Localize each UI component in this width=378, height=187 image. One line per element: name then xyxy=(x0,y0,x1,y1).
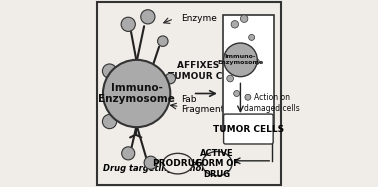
Circle shape xyxy=(231,21,239,28)
Circle shape xyxy=(227,75,234,82)
Bar xyxy=(223,15,274,131)
Circle shape xyxy=(165,73,175,84)
Circle shape xyxy=(103,60,170,127)
Ellipse shape xyxy=(202,151,232,176)
Text: TUMOR CELLS: TUMOR CELLS xyxy=(213,125,284,134)
Text: Enzyme: Enzyme xyxy=(181,14,217,23)
Circle shape xyxy=(226,49,234,56)
Circle shape xyxy=(141,10,155,24)
Circle shape xyxy=(102,64,117,78)
Circle shape xyxy=(121,17,135,31)
Circle shape xyxy=(253,59,259,65)
Circle shape xyxy=(240,15,248,22)
Text: Drug targeting Tumor cells: Drug targeting Tumor cells xyxy=(103,164,229,173)
Text: Immuno-
Enzymosome: Immuno- Enzymosome xyxy=(98,83,175,104)
Text: Fab
Fragment: Fab Fragment xyxy=(181,95,225,114)
Circle shape xyxy=(234,91,240,96)
Ellipse shape xyxy=(163,153,193,174)
Circle shape xyxy=(158,36,168,46)
Text: AFFIXES TO
TUMOUR CELLS: AFFIXES TO TUMOUR CELLS xyxy=(167,61,246,81)
Text: ACTIVE
FORM OF
DRUG: ACTIVE FORM OF DRUG xyxy=(195,149,239,179)
Circle shape xyxy=(102,114,117,129)
Circle shape xyxy=(144,156,157,169)
Circle shape xyxy=(122,147,135,160)
Circle shape xyxy=(249,34,255,40)
Circle shape xyxy=(245,94,251,100)
Text: Action on
damaged cells: Action on damaged cells xyxy=(244,93,300,113)
Text: Immuno-
Enzymosome: Immuno- Enzymosome xyxy=(217,54,263,65)
Text: PRODRUG: PRODRUG xyxy=(153,159,203,168)
Circle shape xyxy=(224,43,257,77)
FancyBboxPatch shape xyxy=(224,114,273,144)
